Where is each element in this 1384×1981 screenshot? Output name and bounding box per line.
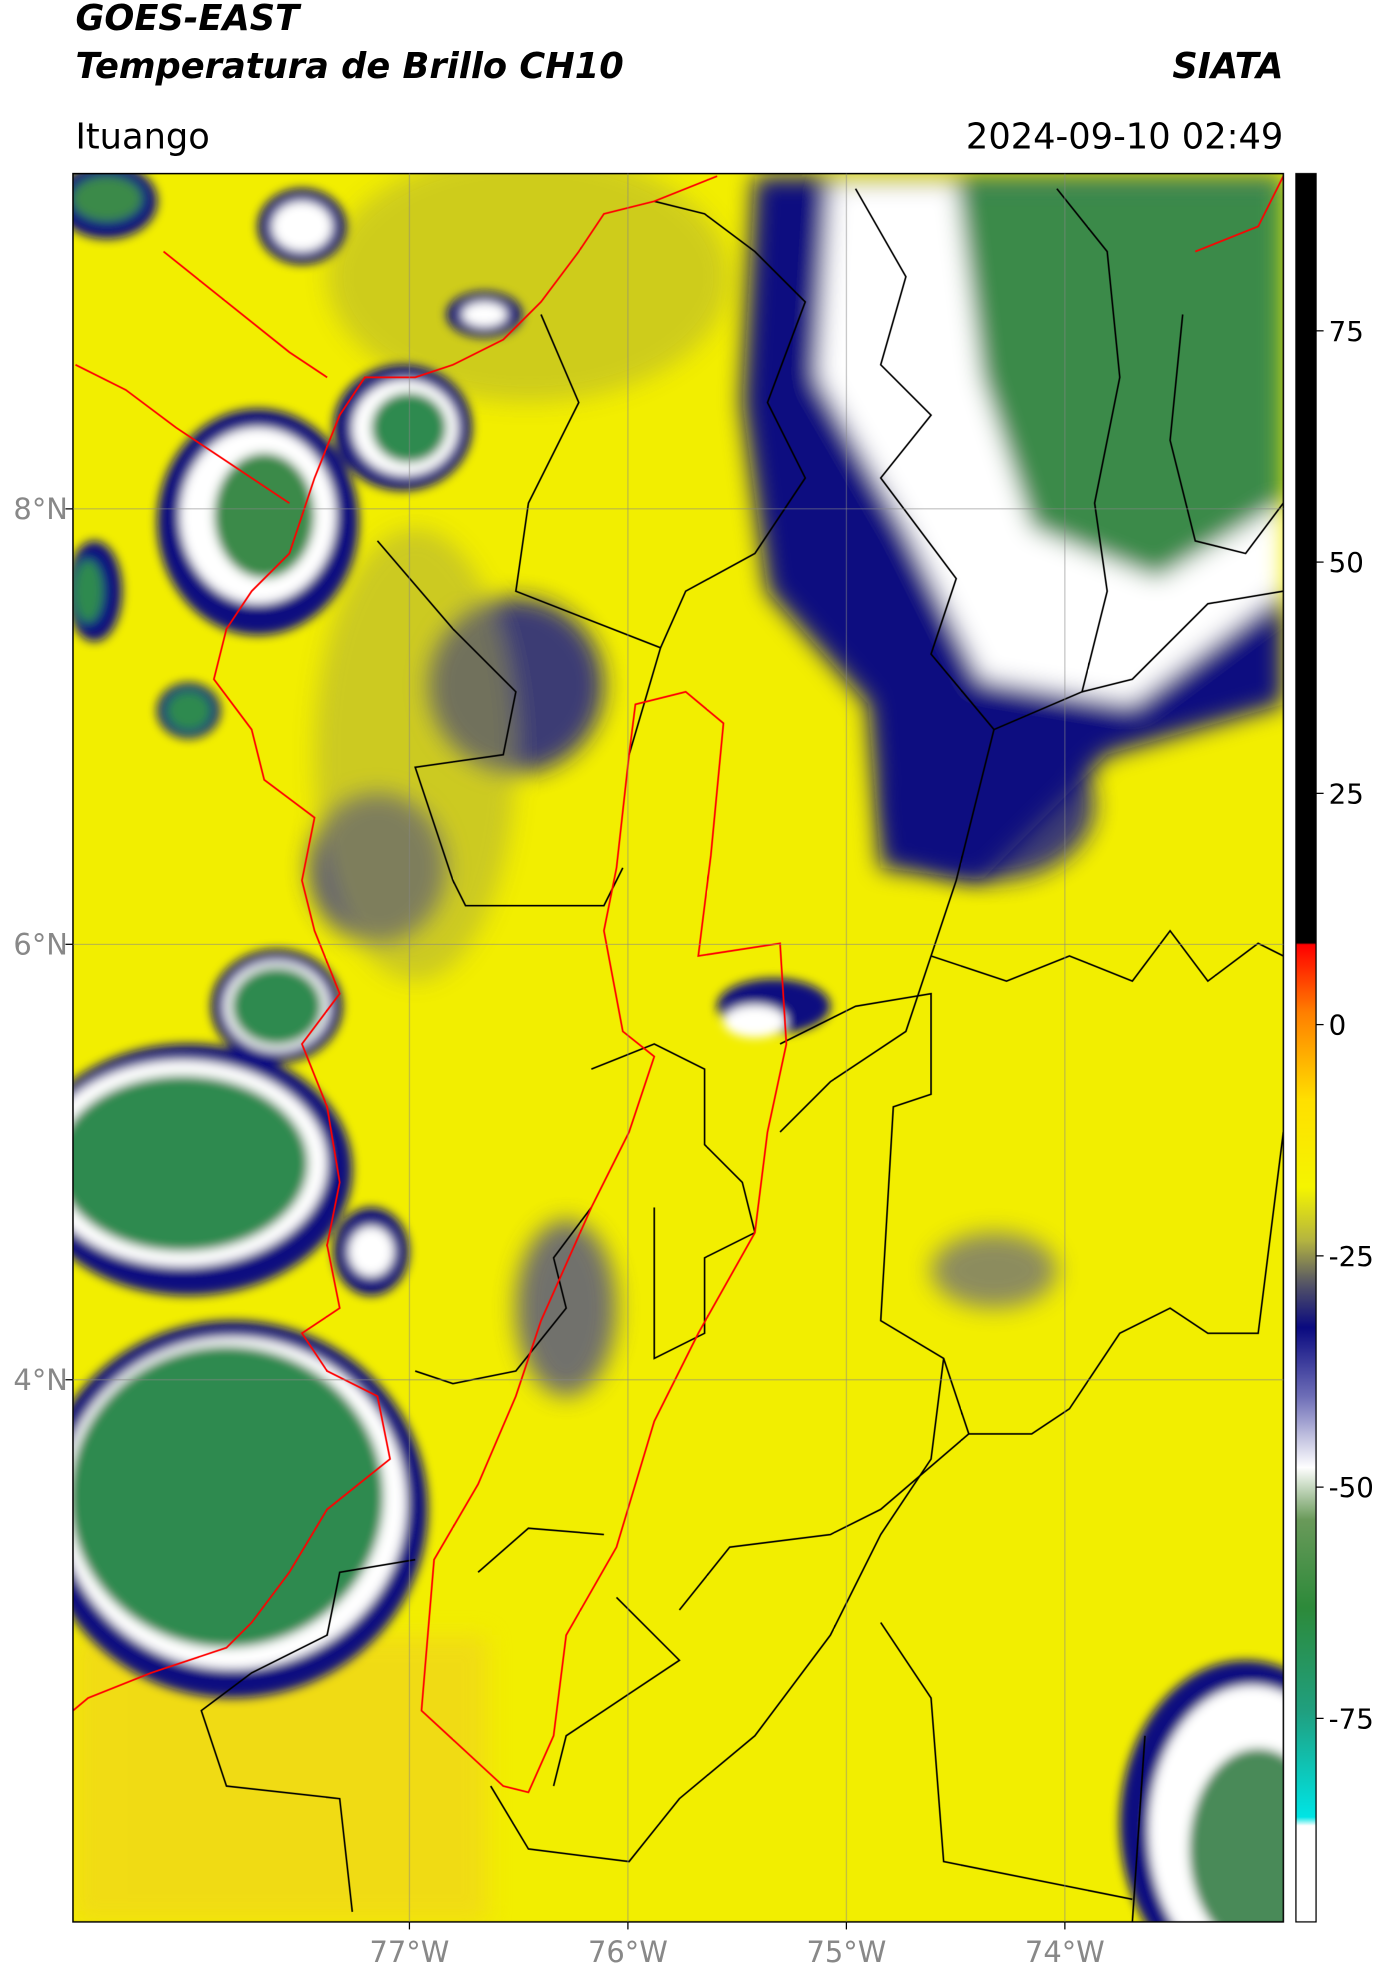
lon-tick-label: 75°W bbox=[806, 1935, 886, 1969]
colorbar-tick-label: -75 bbox=[1329, 1702, 1374, 1735]
satellite-title: GOES-EAST bbox=[75, 0, 302, 39]
cloud-1 bbox=[157, 408, 359, 636]
product-title: Temperatura de Brillo CH10 bbox=[75, 46, 623, 87]
lat-tick-label: 6°N bbox=[13, 927, 68, 961]
map-image bbox=[72, 173, 1284, 1922]
location: Ituango bbox=[75, 116, 209, 157]
colorbar-tick-label: 0 bbox=[1329, 1009, 1347, 1042]
colorbar bbox=[1295, 172, 1317, 1923]
lon-tick-label: 74°W bbox=[1025, 1935, 1105, 1969]
admin-boundaries bbox=[200, 188, 1284, 1922]
lon-tick-label: 77°W bbox=[369, 1935, 449, 1969]
colorbar-tick-label: 50 bbox=[1329, 546, 1364, 579]
colorbar-tick-label: 75 bbox=[1329, 315, 1364, 348]
lon-tick-label: 76°W bbox=[588, 1935, 668, 1969]
basin-boundaries bbox=[72, 175, 1284, 1794]
lat-tick-label: 8°N bbox=[13, 492, 68, 526]
map-frame bbox=[72, 172, 1285, 1923]
colorbar-tick-label: -25 bbox=[1329, 1240, 1374, 1273]
colorbar-tick-label: -50 bbox=[1329, 1471, 1374, 1504]
colorbar-tick-label: 25 bbox=[1329, 777, 1364, 810]
organization: SIATA bbox=[1172, 46, 1283, 87]
datetime: 2024-09-10 02:49 bbox=[966, 116, 1283, 157]
lat-tick-label: 4°N bbox=[13, 1363, 68, 1397]
